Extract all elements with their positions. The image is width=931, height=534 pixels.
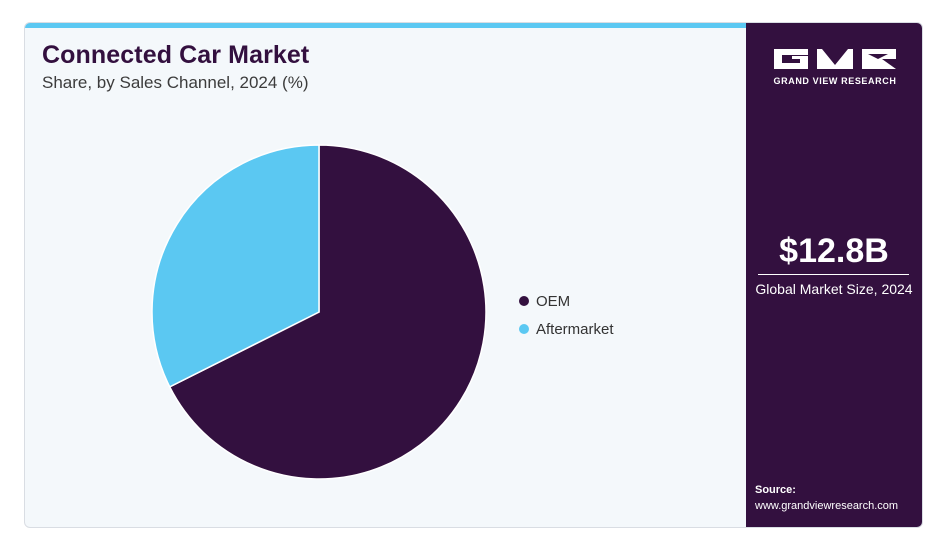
- legend-label-aftermarket: Aftermarket: [536, 320, 614, 338]
- brand-name: GRAND VIEW RESEARCH: [773, 76, 897, 86]
- legend-item-oem: OEM: [519, 287, 614, 315]
- sidebar-panel: GRAND VIEW RESEARCH $12.8B Global Market…: [746, 23, 922, 527]
- source-url[interactable]: www.grandviewresearch.com: [755, 500, 899, 512]
- market-size-label: Global Market Size, 2024: [755, 281, 913, 297]
- market-divider: [758, 274, 909, 275]
- pie-slice-oem: [168, 144, 487, 480]
- chart-title: Connected Car Market: [42, 41, 310, 69]
- source-label: Source:: [755, 484, 796, 496]
- legend-label-oem: OEM: [536, 292, 571, 310]
- chart-card: Connected Car Market Share, by Sales Cha…: [24, 22, 923, 528]
- chart-subtitle: Share, by Sales Channel, 2024 (%): [42, 73, 309, 92]
- pie-slice-aftermarket: [151, 144, 320, 388]
- legend: OEM Aftermarket: [519, 287, 614, 343]
- gvr-logo-icon: [774, 49, 896, 69]
- pie-chart: [151, 144, 487, 480]
- market-size-value: $12.8B: [779, 232, 889, 270]
- accent-strip: [25, 23, 746, 28]
- brand-logo: GRAND VIEW RESEARCH: [772, 47, 898, 87]
- legend-item-aftermarket: Aftermarket: [519, 315, 614, 343]
- legend-swatch-oem: [519, 296, 529, 306]
- legend-swatch-aftermarket: [519, 324, 529, 334]
